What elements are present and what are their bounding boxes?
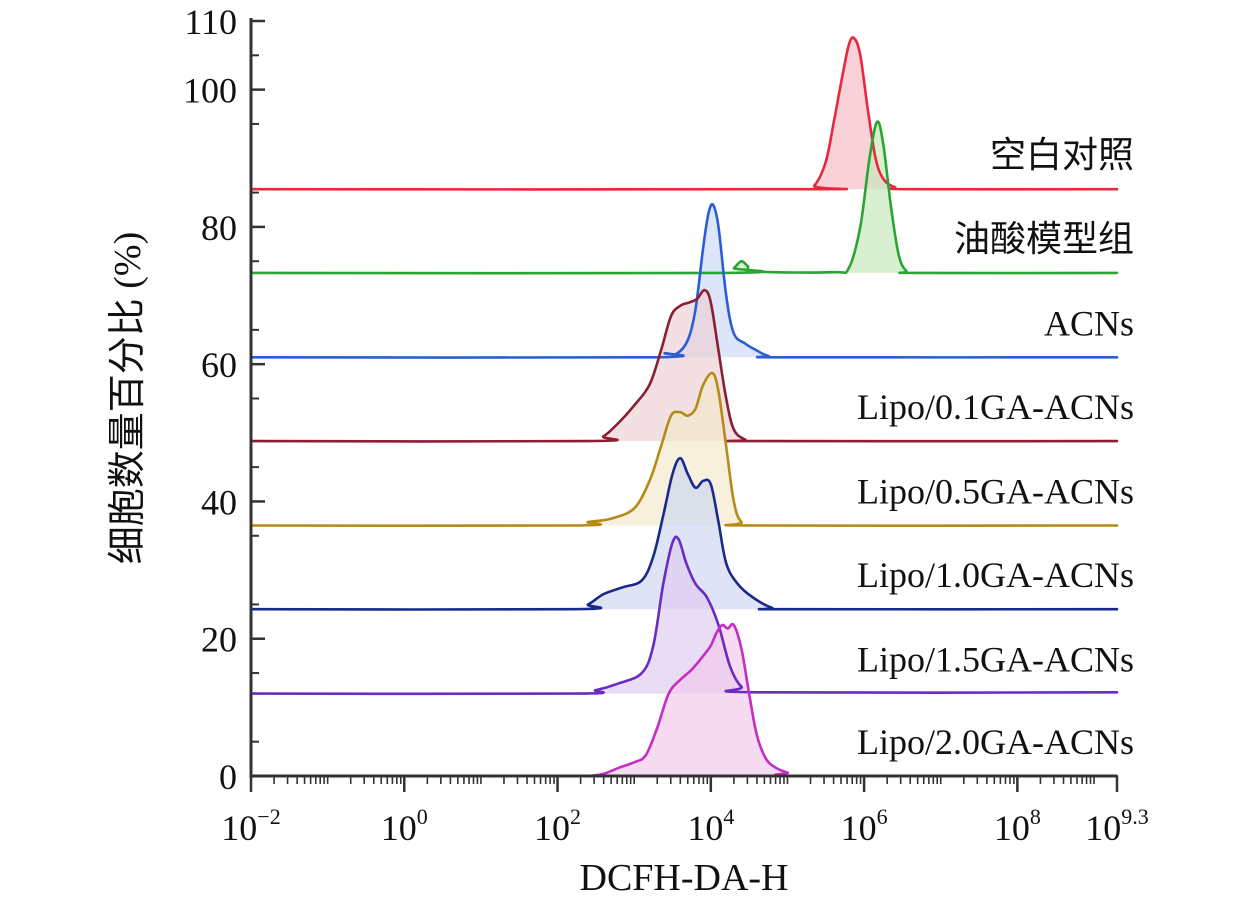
x-tick-exponent-2: 2 bbox=[570, 804, 581, 829]
x-ticks: 10−2 100 102 104 106 108 109.3 bbox=[221, 776, 1149, 848]
y-tick-label-6: 110 bbox=[184, 2, 237, 42]
y-axis-title: 细胞数量百分比 (%) bbox=[107, 232, 149, 564]
x-tick-base-2: 10 bbox=[534, 808, 570, 848]
y-tick-label-0: 0 bbox=[219, 757, 237, 797]
x-tick-base-1: 10 bbox=[381, 808, 417, 848]
y-tick-label-5: 100 bbox=[183, 71, 237, 111]
y-tick-label-4: 80 bbox=[201, 208, 237, 248]
series-fill-0 bbox=[251, 37, 1117, 190]
series-fill-5 bbox=[251, 458, 1117, 610]
series-fill-6 bbox=[251, 536, 1117, 694]
x-tick-exponent-0: −2 bbox=[257, 804, 280, 829]
series-label-7: Lipo/2.0GA-ACNs bbox=[857, 722, 1134, 762]
x-tick-base-3: 10 bbox=[687, 808, 723, 848]
x-tick-label-2: 102 bbox=[534, 804, 581, 848]
series-fill-4 bbox=[251, 372, 1117, 526]
series-fills bbox=[251, 37, 1117, 777]
series-fill-3 bbox=[251, 290, 1117, 442]
series-line-2 bbox=[249, 202, 1119, 359]
series-label-6: Lipo/1.5GA-ACNs bbox=[857, 640, 1134, 680]
series-line-0 bbox=[249, 36, 1119, 191]
series-label-2: ACNs bbox=[1044, 303, 1134, 343]
x-tick-label-0: 10−2 bbox=[221, 804, 280, 848]
series-label-3: Lipo/0.1GA-ACNs bbox=[857, 387, 1134, 427]
x-tick-base-6: 10 bbox=[1085, 808, 1121, 848]
x-tick-exponent-5: 8 bbox=[1030, 804, 1041, 829]
series-line-4 bbox=[249, 371, 1119, 528]
x-tick-label-5: 108 bbox=[994, 804, 1041, 848]
x-axis-title: DCFH-DA-H bbox=[580, 857, 789, 899]
series-label-4: Lipo/0.5GA-ACNs bbox=[857, 471, 1134, 511]
y-tick-label-2: 40 bbox=[201, 482, 237, 522]
x-tick-base-4: 10 bbox=[841, 808, 877, 848]
x-tick-exponent-4: 6 bbox=[877, 804, 888, 829]
series-label-1: 油酸模型组 bbox=[954, 219, 1134, 259]
series-label-5: Lipo/1.0GA-ACNs bbox=[857, 555, 1134, 595]
series-line-3 bbox=[249, 288, 1119, 443]
x-tick-base-0: 10 bbox=[221, 808, 257, 848]
series-fill-7 bbox=[588, 624, 1117, 777]
series-lines bbox=[249, 36, 1119, 778]
x-tick-base-5: 10 bbox=[994, 808, 1030, 848]
x-tick-label-3: 104 bbox=[687, 804, 734, 848]
y-ticks: 0 20 40 60 80 100 110 bbox=[183, 2, 265, 797]
series-line-5 bbox=[249, 456, 1119, 611]
series-line-7 bbox=[586, 622, 1119, 778]
x-tick-exponent-3: 4 bbox=[723, 804, 734, 829]
y-tick-label-1: 20 bbox=[201, 620, 237, 660]
x-tick-label-4: 106 bbox=[841, 804, 888, 848]
series-line-6 bbox=[249, 535, 1119, 696]
x-tick-exponent-1: 0 bbox=[417, 804, 428, 829]
series-line-1 bbox=[249, 120, 1119, 275]
x-tick-exponent-6: 9.3 bbox=[1121, 804, 1149, 829]
x-tick-label-6: 109.3 bbox=[1085, 804, 1149, 848]
x-tick-label-1: 100 bbox=[381, 804, 428, 848]
y-tick-label-3: 60 bbox=[201, 345, 237, 385]
series-label-0: 空白对照 bbox=[990, 135, 1134, 175]
